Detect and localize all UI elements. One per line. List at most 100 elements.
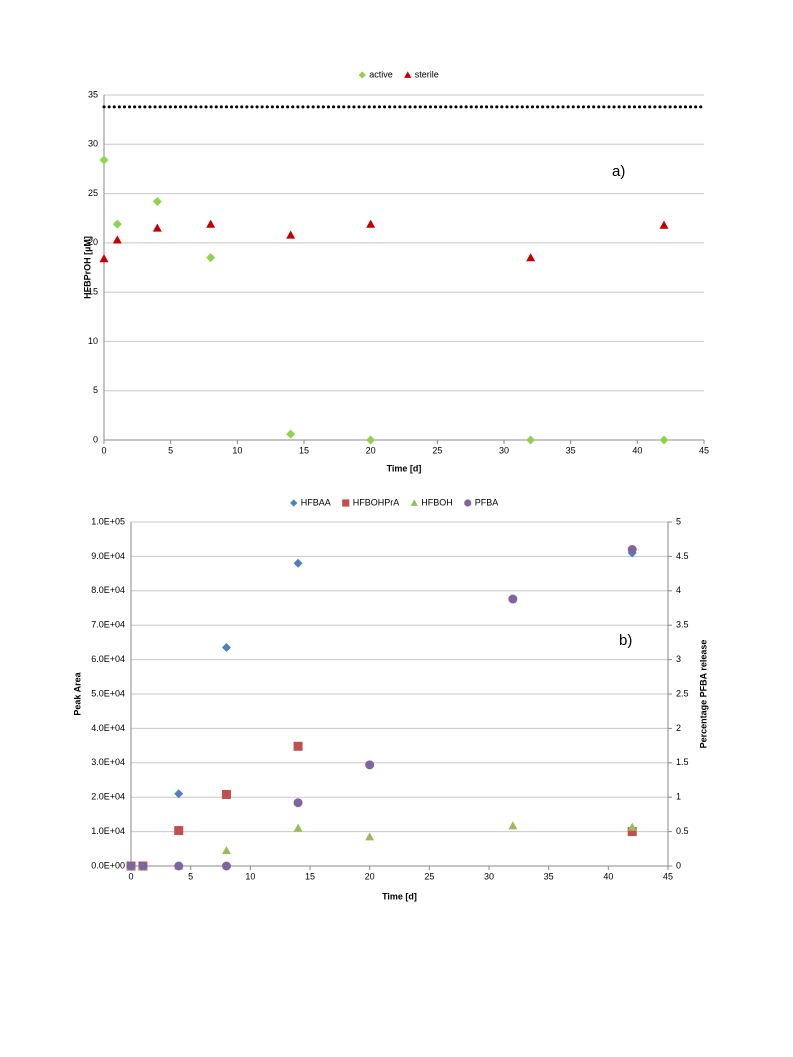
y-tick-label: 10 — [88, 336, 98, 346]
y-tick-label: 20 — [88, 237, 98, 247]
legend-marker — [410, 499, 418, 506]
data-point — [152, 223, 162, 232]
y-tick-label: 1.0E+05 — [91, 516, 125, 526]
data-point — [99, 254, 109, 263]
y2-tick-label: 5 — [676, 516, 681, 526]
legend-label: sterile — [415, 69, 439, 79]
y-tick-label: 9.0E+04 — [91, 551, 125, 561]
legend-marker — [290, 499, 298, 507]
y-tick-label: 15 — [88, 287, 98, 297]
y-tick-label: 25 — [88, 188, 98, 198]
y-tick-label: 2.0E+04 — [91, 792, 125, 802]
data-point — [174, 789, 184, 799]
data-point — [221, 643, 231, 653]
data-point — [206, 253, 216, 263]
x-tick-label: 40 — [632, 445, 642, 455]
data-point — [221, 846, 231, 855]
data-point — [526, 435, 536, 445]
x-tick-label: 0 — [101, 445, 106, 455]
x-tick-label: 40 — [603, 871, 613, 881]
y-tick-label: 0.0E+00 — [91, 860, 125, 870]
x-tick-label: 20 — [366, 445, 376, 455]
y2-tick-label: 4 — [676, 585, 681, 595]
y2-axis-title: Percentage PFBA release — [698, 640, 708, 749]
y2-tick-label: 1 — [676, 792, 681, 802]
y-tick-label: 3.0E+04 — [91, 757, 125, 767]
data-point — [293, 558, 303, 568]
data-point — [366, 435, 376, 445]
x-tick-label: 35 — [544, 871, 554, 881]
legend-marker — [404, 71, 412, 78]
legend-label: HFBOH — [421, 497, 453, 507]
x-tick-label: 25 — [432, 445, 442, 455]
legend-label: HFBAA — [301, 497, 331, 507]
legend-marker — [464, 499, 472, 507]
x-tick-label: 45 — [699, 445, 709, 455]
data-point — [99, 155, 109, 165]
data-point — [221, 789, 231, 799]
y-tick-label: 1.0E+04 — [91, 826, 125, 836]
data-point — [174, 826, 184, 836]
x-tick-label: 30 — [484, 871, 494, 881]
y2-tick-label: 0.5 — [676, 826, 689, 836]
y-tick-label: 8.0E+04 — [91, 585, 125, 595]
data-point — [526, 253, 536, 262]
y2-tick-label: 3.5 — [676, 620, 689, 630]
x-tick-label: 15 — [305, 871, 315, 881]
y2-tick-label: 0 — [676, 860, 681, 870]
data-point — [221, 861, 231, 871]
y-tick-label: 5.0E+04 — [91, 688, 125, 698]
y-tick-label: 35 — [88, 89, 98, 99]
data-point — [206, 219, 216, 228]
x-tick-label: 25 — [424, 871, 434, 881]
y2-tick-label: 2.5 — [676, 688, 689, 698]
x-tick-label: 45 — [663, 871, 673, 881]
legend-label: PFBA — [475, 497, 499, 507]
data-point — [508, 821, 518, 830]
y-axis-title: HFBPrOH [µM] — [82, 236, 92, 299]
y-tick-label: 0 — [93, 434, 98, 444]
legend-label: HFBOHPrA — [353, 497, 400, 507]
y2-tick-label: 3 — [676, 654, 681, 664]
data-point — [174, 861, 184, 871]
data-point — [112, 235, 122, 244]
y-axis-title: Peak Area — [72, 671, 82, 715]
legend-marker — [358, 71, 366, 79]
x-tick-label: 10 — [232, 445, 242, 455]
x-tick-label: 5 — [168, 445, 173, 455]
data-point — [293, 798, 303, 808]
data-point — [112, 219, 122, 229]
x-tick-label: 15 — [299, 445, 309, 455]
data-point — [508, 594, 518, 604]
legend-label: active — [369, 69, 393, 79]
y2-tick-label: 1.5 — [676, 757, 689, 767]
x-tick-label: 5 — [188, 871, 193, 881]
y-tick-label: 6.0E+04 — [91, 654, 125, 664]
data-point — [659, 435, 669, 445]
data-point — [293, 823, 303, 832]
y-tick-label: 7.0E+04 — [91, 620, 125, 630]
data-point — [627, 545, 637, 555]
x-tick-label: 10 — [245, 871, 255, 881]
data-point — [627, 822, 637, 831]
y-tick-label: 30 — [88, 139, 98, 149]
x-axis-title: Time [d] — [382, 891, 417, 901]
x-tick-label: 30 — [499, 445, 509, 455]
legend-marker — [342, 499, 350, 507]
data-point — [286, 230, 296, 239]
data-point — [365, 760, 375, 770]
x-axis-title: Time [d] — [387, 463, 422, 473]
data-point — [659, 220, 669, 229]
y2-tick-label: 4.5 — [676, 551, 689, 561]
x-tick-label: 0 — [128, 871, 133, 881]
data-point — [286, 429, 296, 439]
data-point — [366, 219, 376, 228]
data-point — [365, 832, 375, 841]
data-point — [152, 196, 162, 206]
x-tick-label: 20 — [365, 871, 375, 881]
annotation: b) — [619, 632, 632, 649]
y-tick-label: 5 — [93, 385, 98, 395]
x-tick-label: 35 — [566, 445, 576, 455]
y-tick-label: 4.0E+04 — [91, 723, 125, 733]
